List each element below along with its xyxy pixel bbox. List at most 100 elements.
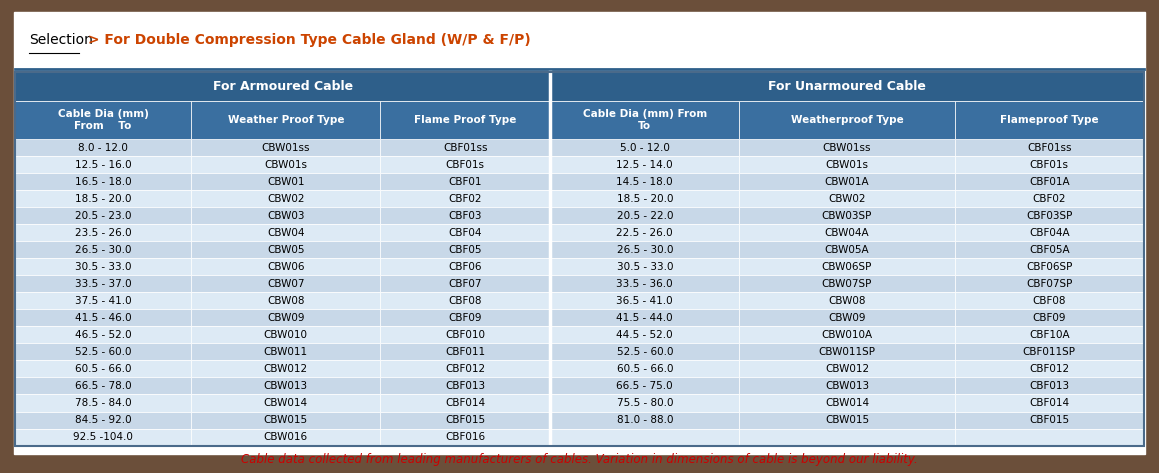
Bar — [739, 258, 955, 275]
Text: 44.5 - 52.0: 44.5 - 52.0 — [617, 330, 673, 340]
Text: For Armoured Cable: For Armoured Cable — [212, 80, 352, 93]
Text: 66.5 - 78.0: 66.5 - 78.0 — [75, 381, 131, 391]
Bar — [955, 360, 1144, 377]
Bar — [380, 190, 551, 207]
Text: 26.5 - 30.0: 26.5 - 30.0 — [617, 245, 673, 255]
Bar — [191, 258, 380, 275]
Bar — [191, 139, 380, 156]
Text: CBW014: CBW014 — [825, 398, 869, 408]
Text: CBW01: CBW01 — [267, 176, 305, 187]
Text: 84.5 - 92.0: 84.5 - 92.0 — [75, 415, 131, 425]
Text: CBF07SP: CBF07SP — [1026, 279, 1072, 289]
Bar — [15, 139, 191, 156]
Bar — [191, 101, 380, 139]
Bar — [955, 412, 1144, 429]
Text: 52.5 - 60.0: 52.5 - 60.0 — [75, 347, 131, 357]
Bar — [739, 429, 955, 446]
Text: CBF011SP: CBF011SP — [1022, 347, 1076, 357]
Bar — [15, 101, 191, 139]
Text: CBF04: CBF04 — [449, 228, 482, 238]
Text: CBW02: CBW02 — [829, 193, 866, 204]
Text: 23.5 - 26.0: 23.5 - 26.0 — [75, 228, 131, 238]
Text: 18.5 - 20.0: 18.5 - 20.0 — [617, 193, 673, 204]
Bar — [15, 326, 191, 343]
Bar — [739, 360, 955, 377]
Text: CBF01: CBF01 — [449, 176, 482, 187]
Text: CBF013: CBF013 — [445, 381, 486, 391]
Text: CBW03: CBW03 — [267, 210, 305, 221]
Bar — [551, 292, 739, 309]
Text: CBF08: CBF08 — [449, 296, 482, 306]
Bar — [739, 412, 955, 429]
FancyBboxPatch shape — [14, 12, 1145, 454]
Text: CBF011: CBF011 — [445, 347, 486, 357]
Bar — [15, 207, 191, 224]
Text: CBF01s: CBF01s — [446, 159, 484, 170]
Text: 78.5 - 84.0: 78.5 - 84.0 — [75, 398, 131, 408]
Text: Cable Dia (mm)
From    To: Cable Dia (mm) From To — [58, 109, 148, 131]
Bar — [955, 139, 1144, 156]
Bar — [15, 377, 191, 394]
Text: CBW014: CBW014 — [264, 398, 308, 408]
Bar — [739, 343, 955, 360]
Text: CBF10A: CBF10A — [1029, 330, 1070, 340]
Bar — [191, 360, 380, 377]
Bar — [551, 72, 1144, 101]
Bar — [739, 173, 955, 190]
Bar — [739, 207, 955, 224]
Bar — [191, 207, 380, 224]
Text: Cable data collected from leading manufacturers of cables. Variation in dimensio: Cable data collected from leading manufa… — [241, 453, 918, 466]
Text: 5.0 - 12.0: 5.0 - 12.0 — [620, 142, 670, 153]
Bar — [380, 412, 551, 429]
Text: 22.5 - 26.0: 22.5 - 26.0 — [617, 228, 673, 238]
Text: 18.5 - 20.0: 18.5 - 20.0 — [75, 193, 131, 204]
Text: CBF09: CBF09 — [1033, 313, 1066, 323]
Text: CBW05A: CBW05A — [825, 245, 869, 255]
Bar — [191, 429, 380, 446]
Text: > For Double Compression Type Cable Gland (W/P & F/P): > For Double Compression Type Cable Glan… — [83, 33, 531, 47]
Bar — [191, 275, 380, 292]
Text: CBW01s: CBW01s — [825, 159, 868, 170]
Text: 37.5 - 41.0: 37.5 - 41.0 — [75, 296, 131, 306]
Text: Weatherproof Type: Weatherproof Type — [790, 115, 903, 125]
Text: CBW08: CBW08 — [829, 296, 866, 306]
Text: 60.5 - 66.0: 60.5 - 66.0 — [617, 364, 673, 374]
Text: 8.0 - 12.0: 8.0 - 12.0 — [78, 142, 129, 153]
Bar — [955, 275, 1144, 292]
Bar — [15, 190, 191, 207]
Text: 26.5 - 30.0: 26.5 - 30.0 — [75, 245, 131, 255]
Text: For Unarmoured Cable: For Unarmoured Cable — [768, 80, 926, 93]
Bar — [955, 207, 1144, 224]
Bar — [955, 429, 1144, 446]
Text: 60.5 - 66.0: 60.5 - 66.0 — [75, 364, 131, 374]
Bar — [955, 156, 1144, 173]
Text: CBW01A: CBW01A — [825, 176, 869, 187]
Text: 46.5 - 52.0: 46.5 - 52.0 — [75, 330, 131, 340]
Bar — [955, 394, 1144, 412]
Bar — [191, 173, 380, 190]
Text: 75.5 - 80.0: 75.5 - 80.0 — [617, 398, 673, 408]
Text: CBF015: CBF015 — [445, 415, 486, 425]
Bar — [380, 394, 551, 412]
Text: CBW07SP: CBW07SP — [822, 279, 873, 289]
Text: CBW015: CBW015 — [825, 415, 869, 425]
Bar — [739, 309, 955, 326]
Text: CBF03SP: CBF03SP — [1026, 210, 1072, 221]
Text: Cable Dia (mm) From
To: Cable Dia (mm) From To — [583, 109, 707, 131]
Text: 66.5 - 75.0: 66.5 - 75.0 — [617, 381, 673, 391]
Bar — [551, 241, 739, 258]
Bar — [191, 309, 380, 326]
Text: CBF014: CBF014 — [445, 398, 486, 408]
Bar — [739, 394, 955, 412]
Text: CBF012: CBF012 — [445, 364, 486, 374]
Text: CBW02: CBW02 — [267, 193, 305, 204]
Bar — [15, 309, 191, 326]
Bar — [739, 241, 955, 258]
Bar — [15, 72, 1144, 446]
Bar — [955, 101, 1144, 139]
Bar — [955, 309, 1144, 326]
Text: 30.5 - 33.0: 30.5 - 33.0 — [617, 262, 673, 272]
Text: CBW011: CBW011 — [264, 347, 308, 357]
Text: 33.5 - 36.0: 33.5 - 36.0 — [617, 279, 673, 289]
Bar — [739, 190, 955, 207]
